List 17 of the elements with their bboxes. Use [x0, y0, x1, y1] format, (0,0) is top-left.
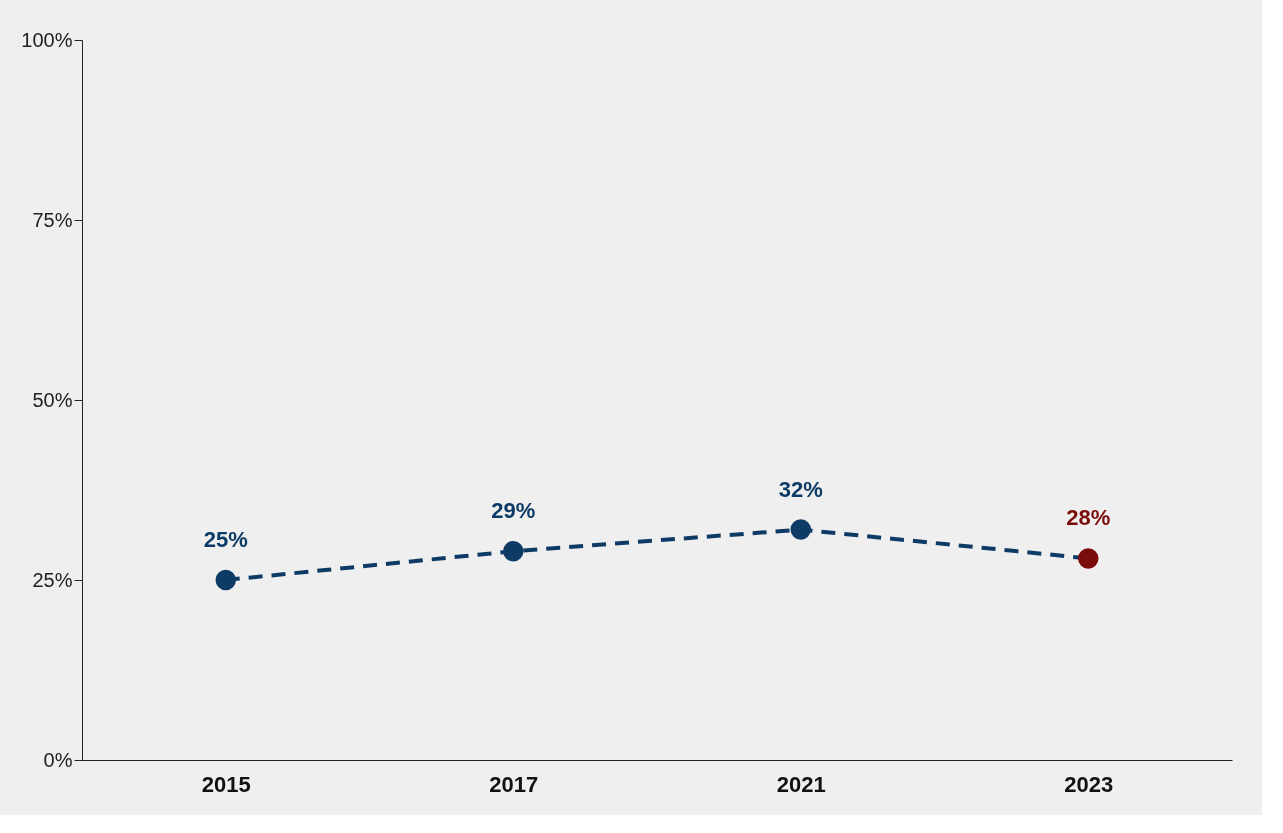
y-tick-label: 75%: [32, 208, 73, 231]
point: [1078, 548, 1099, 569]
y-tick-label: 100%: [21, 28, 73, 51]
x-tick-label: 2015: [201, 771, 251, 797]
data-label: 28%: [1066, 505, 1111, 531]
y-tick-label: 0%: [43, 748, 73, 771]
data-label: 32%: [778, 476, 823, 502]
x-tick-label: 2021: [776, 771, 826, 797]
y-tick-label: 50%: [32, 388, 73, 411]
point: [503, 540, 524, 562]
data-label: 29%: [491, 498, 536, 524]
point: [790, 519, 811, 540]
point: [215, 569, 236, 591]
data-label: 25%: [203, 527, 248, 552]
x-tick-label: 2023: [1064, 771, 1114, 797]
y-tick-label: 25%: [32, 568, 73, 591]
x-tick-label: 2017: [489, 771, 539, 797]
